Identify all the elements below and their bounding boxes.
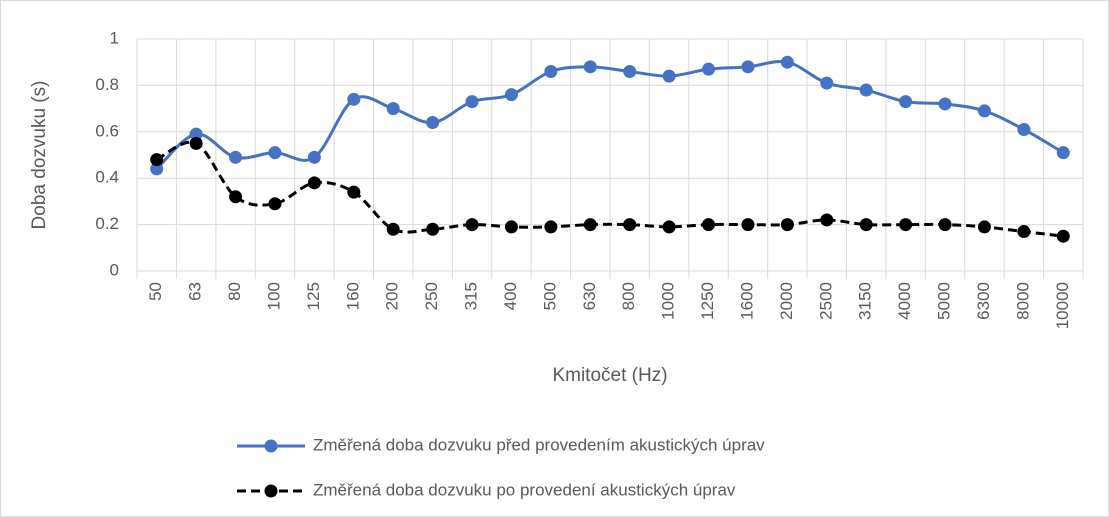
y-axis-title: Doba dozvuku (s): [29, 81, 50, 230]
y-tick-label: 0.6: [95, 121, 119, 140]
data-point: [150, 162, 164, 176]
x-axis-title: Kmitočet (Hz): [552, 365, 667, 386]
x-tick-label: 10000: [1053, 282, 1072, 329]
data-point: [859, 218, 873, 232]
x-tick-label: 5000: [935, 282, 954, 320]
x-tick-label: 4000: [895, 282, 914, 320]
data-point: [386, 102, 400, 116]
data-point: [268, 146, 282, 160]
data-point: [347, 92, 361, 106]
data-point: [702, 218, 716, 232]
data-point: [820, 76, 834, 90]
data-point: [426, 222, 440, 236]
data-point: [1017, 122, 1031, 136]
x-tick-label: 800: [619, 282, 638, 310]
data-point: [780, 55, 794, 69]
x-tick-label: 8000: [1013, 282, 1032, 320]
data-point: [307, 150, 321, 164]
data-point: [307, 176, 321, 190]
data-point: [229, 150, 243, 164]
y-tick-label: 0.8: [95, 75, 119, 94]
x-tick-label: 2500: [816, 282, 835, 320]
data-point: [702, 62, 716, 76]
x-tick-label: 3150: [856, 282, 875, 320]
data-point: [386, 222, 400, 236]
legend-label: Změřená doba dozvuku před provedením aku…: [313, 435, 765, 454]
y-tick-label: 0: [110, 260, 119, 279]
data-point: [662, 69, 676, 83]
data-point: [938, 97, 952, 111]
data-point: [1056, 146, 1070, 160]
data-point: [504, 88, 518, 102]
y-tick-label: 1: [110, 28, 119, 47]
x-tick-label: 100: [264, 282, 283, 310]
data-point: [623, 64, 637, 78]
legend-marker: [264, 439, 278, 453]
data-point: [189, 127, 203, 141]
data-point: [268, 197, 282, 211]
x-tick-label: 125: [304, 282, 323, 310]
series-line: [155, 140, 1064, 238]
data-point: [465, 218, 479, 232]
data-point: [426, 116, 440, 130]
data-point: [583, 218, 597, 232]
data-point: [544, 64, 558, 78]
x-tick-label: 63: [186, 282, 205, 301]
data-point: [899, 95, 913, 109]
y-tick-label: 0.2: [95, 214, 119, 233]
data-point: [780, 218, 794, 232]
data-point: [859, 83, 873, 97]
y-tick-label: 0.4: [95, 168, 119, 187]
data-point: [1017, 225, 1031, 239]
x-tick-label: 1600: [737, 282, 756, 320]
x-tick-label: 6300: [974, 282, 993, 320]
x-tick-label: 160: [343, 282, 362, 310]
x-tick-label: 315: [462, 282, 481, 310]
x-tick-label: 2000: [777, 282, 796, 320]
data-point: [623, 218, 637, 232]
x-tick-label: 50: [146, 282, 165, 301]
x-tick-label: 400: [501, 282, 520, 310]
data-point: [544, 220, 558, 234]
data-point: [977, 220, 991, 234]
x-tick-label: 500: [540, 282, 559, 310]
data-point: [741, 218, 755, 232]
data-point: [899, 218, 913, 232]
data-point: [820, 213, 834, 227]
x-tick-label: 1000: [659, 282, 678, 320]
x-tick-label: 200: [383, 282, 402, 310]
legend-label: Změřená doba dozvuku po provedení akusti…: [313, 480, 736, 499]
data-point: [662, 220, 676, 234]
data-point: [504, 220, 518, 234]
data-point: [150, 153, 164, 167]
data-point: [938, 218, 952, 232]
data-point: [465, 95, 479, 109]
data-point: [347, 185, 361, 199]
data-point: [229, 190, 243, 204]
x-tick-label: 630: [580, 282, 599, 310]
data-point: [189, 136, 203, 150]
data-point: [977, 104, 991, 118]
x-tick-label: 80: [225, 282, 244, 301]
data-point: [741, 60, 755, 74]
x-tick-label: 250: [422, 282, 441, 310]
x-tick-label: 1250: [698, 282, 717, 320]
data-point: [583, 60, 597, 74]
legend-marker: [264, 484, 278, 498]
data-point: [1056, 229, 1070, 243]
